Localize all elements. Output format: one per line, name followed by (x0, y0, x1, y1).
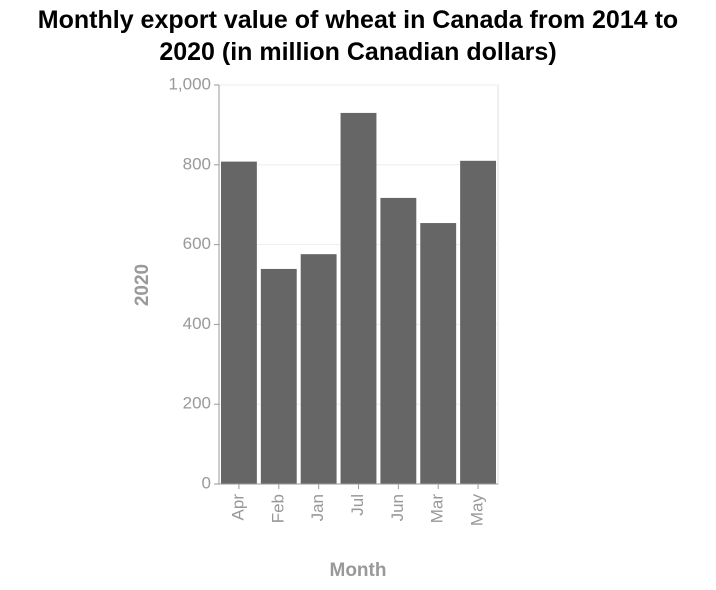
x-tick-label: Feb (268, 494, 287, 523)
y-tick-label: 1,000 (168, 74, 211, 93)
y-tick-label: 0 (202, 473, 211, 492)
chart-title: Monthly export value of wheat in Canada … (37, 6, 679, 66)
y-tick-label: 400 (183, 314, 211, 333)
x-axis-title: Month (330, 560, 387, 581)
y-axis-title: 2020 (132, 264, 153, 306)
bar (340, 112, 377, 485)
bar (300, 254, 337, 484)
y-tick-label: 600 (183, 234, 211, 253)
bar (380, 197, 417, 485)
y-tick-label: 200 (183, 394, 211, 413)
x-tick-label: Jul (348, 494, 367, 516)
x-tick-label: May (468, 494, 487, 527)
y-tick-label: 800 (183, 154, 211, 173)
bar (220, 161, 257, 484)
bar (420, 223, 457, 484)
x-tick-label: Apr (228, 494, 247, 521)
x-tick-label: Mar (428, 494, 447, 524)
bar (460, 160, 497, 484)
x-tick-label: Jun (388, 494, 407, 521)
bar (260, 268, 297, 484)
x-tick-label: Jan (308, 494, 327, 521)
